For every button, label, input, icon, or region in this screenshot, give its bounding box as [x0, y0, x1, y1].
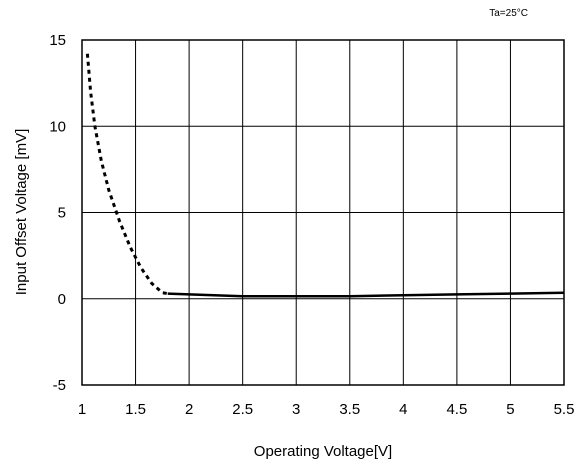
series-layer [85, 53, 565, 298]
plot-frame [81, 39, 565, 386]
series-line-0 [85, 53, 168, 296]
y-axis-ticks: -5 0 5 10 15 [49, 32, 66, 394]
y-tick-label: 15 [49, 32, 66, 49]
x-tick-label: 5.5 [554, 401, 575, 418]
x-tick-label: 5 [506, 401, 514, 418]
y-tick-label: 0 [58, 291, 66, 308]
grid [81, 39, 565, 386]
x-tick-label: 2 [185, 401, 193, 418]
x-tick-label: 1 [78, 401, 86, 418]
x-axis-title: Operating Voltage[V] [254, 443, 392, 460]
y-tick-label: -5 [53, 377, 66, 394]
x-tick-label: 3 [292, 401, 300, 418]
series-line-1 [167, 291, 565, 298]
x-tick-label: 4 [399, 401, 407, 418]
annotation-label: Ta=25°C [489, 8, 528, 19]
x-tick-label: 4.5 [446, 401, 467, 418]
y-axis-title: Input Offset Voltage [mV] [13, 129, 30, 296]
y-tick-label: 10 [49, 118, 66, 135]
x-tick-label: 1.5 [125, 401, 146, 418]
x-tick-label: 3.5 [339, 401, 360, 418]
x-axis-ticks: 1 1.5 2 2.5 3 3.5 4 4.5 5 5.5 [78, 401, 575, 418]
y-tick-label: 5 [58, 205, 66, 222]
x-tick-label: 2.5 [232, 401, 253, 418]
